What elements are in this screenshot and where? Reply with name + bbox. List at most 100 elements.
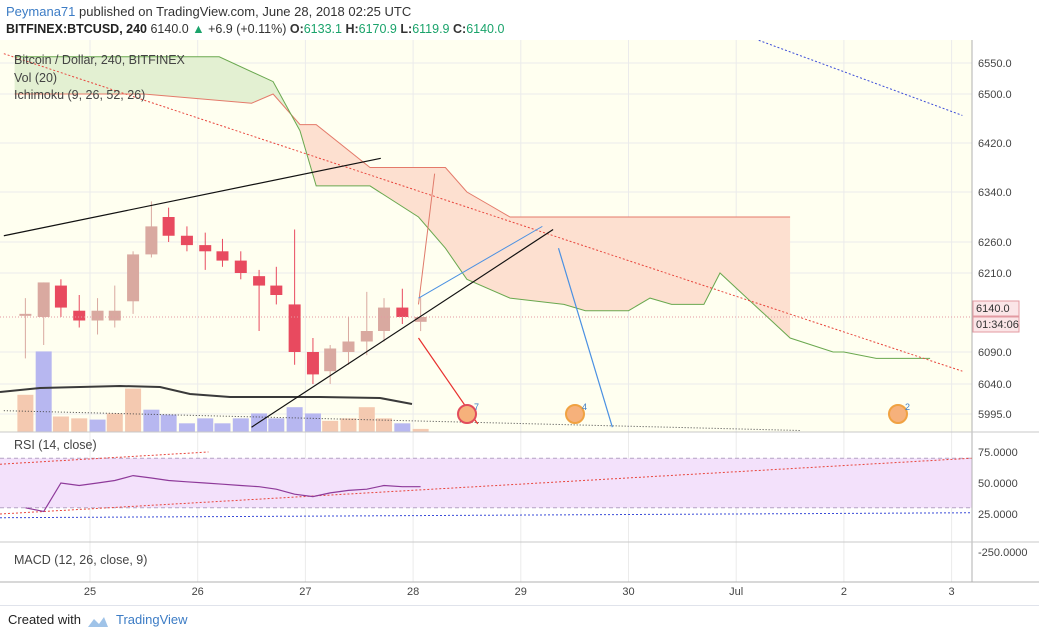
x-tick-label: Jul <box>729 586 743 598</box>
volume-bar <box>214 423 231 432</box>
candle-body <box>127 254 140 302</box>
rsi-tick-label: 75.0000 <box>978 447 1018 459</box>
candle-body <box>288 304 301 352</box>
up-arrow-icon: ▲ <box>192 22 205 36</box>
volume-bar <box>394 423 411 432</box>
arrow-up-projection <box>417 173 436 305</box>
low-value: 6119.9 <box>412 22 450 36</box>
y-tick-label: 6550.0 <box>978 58 1012 70</box>
volume-bar <box>268 418 285 432</box>
event-badge-2: 4 <box>582 402 587 412</box>
volume-bars <box>0 351 429 432</box>
candle-body <box>145 226 158 255</box>
symbol-line: BITFINEX:BTCUSD, 240 6140.0 ▲ +6.9 (+0.1… <box>6 22 504 36</box>
volume-bar <box>197 418 214 432</box>
chart-area[interactable]: 25 26 27 28 29 30 Jul 2 3 6550.0 6500.0 6420.0 6340.… <box>0 31 1039 605</box>
black-dotted-support <box>3 410 801 431</box>
axes: 25 26 27 28 29 30 Jul 2 36550.06500.06420.06340.… <box>0 40 1039 598</box>
x-tick-label: 3 <box>949 586 955 598</box>
rsi-tick-label: 25.0000 <box>978 509 1018 521</box>
volume-bar <box>412 428 429 432</box>
footer: Created with TradingView <box>0 605 1039 636</box>
rsi-tick-label: 50.0000 <box>978 478 1018 490</box>
y-tick-label: 6340.0 <box>978 187 1012 199</box>
event-flag-icon[interactable]: 7 <box>457 402 479 424</box>
author-link[interactable]: Peymana71 <box>6 4 76 19</box>
countdown-badge: 01:34:06 <box>976 319 1019 331</box>
senkou-b-line <box>14 56 931 359</box>
candle-body <box>396 307 409 317</box>
y-tick-label: 6090.0 <box>978 347 1012 359</box>
candle-body <box>234 260 247 273</box>
y-tick-label: 6500.0 <box>978 89 1012 101</box>
price-badge-bg <box>972 300 1020 317</box>
volume-bar <box>106 413 123 432</box>
y-tick-label: 6260.0 <box>978 237 1012 249</box>
y-tick-label: 5995.0 <box>978 409 1012 421</box>
senkou-a-line <box>14 93 791 218</box>
published-text: published on TradingView.com, June 28, 2… <box>79 4 412 19</box>
open-value: 6133.1 <box>303 22 342 36</box>
volume-bar <box>340 418 357 432</box>
candle-body <box>37 282 50 317</box>
high-value: 6170.9 <box>358 22 397 36</box>
legend-ichimoku: Ichimoku (9, 26, 52, 26) <box>14 88 145 102</box>
volume-bar <box>376 418 393 432</box>
created-with-label: Created with <box>8 612 81 627</box>
x-tick-label: 26 <box>192 586 204 598</box>
last-price: 6140.0 <box>150 22 189 36</box>
macd-tick-label: -250.0000 <box>978 547 1028 559</box>
volume-bar <box>286 407 303 432</box>
arrow-blue-projection <box>418 225 543 299</box>
price-change: +6.9 (+0.11%) <box>208 22 287 36</box>
volume-bar <box>143 409 160 432</box>
candle-body <box>414 317 427 322</box>
rsi-indicator <box>0 451 973 519</box>
x-tick-label: 29 <box>515 586 527 598</box>
black-resistance-line <box>3 157 381 237</box>
event-badge-3: 2 <box>905 402 910 412</box>
candle-body <box>342 341 355 352</box>
volume-bar <box>52 416 69 432</box>
legend-main: Bitcoin / Dollar, 240, BITFINEX <box>14 53 186 67</box>
candle-body <box>324 348 337 372</box>
x-tick-label: 30 <box>622 586 634 598</box>
symbol-label: BITFINEX:BTCUSD, 240 <box>6 22 147 36</box>
candle-body <box>91 310 104 321</box>
legend-rsi: RSI (14, close) <box>14 438 97 452</box>
candle-body <box>162 217 175 236</box>
event-badge-1: 7 <box>474 402 479 412</box>
x-tick-label: 27 <box>299 586 311 598</box>
chart-header: Peymana71 published on TradingView.com, … <box>0 0 1039 40</box>
candle-body <box>253 276 266 286</box>
blue-dotted-trendline <box>736 31 963 116</box>
high-label: H: <box>345 22 359 36</box>
candle-body <box>108 310 121 321</box>
volume-bar <box>322 420 339 432</box>
y-tick-label: 6210.0 <box>978 268 1012 280</box>
rsi-red-trendline <box>0 451 209 465</box>
publish-line: Peymana71 published on TradingView.com, … <box>6 4 411 19</box>
candle-body <box>180 235 193 246</box>
volume-ma-line <box>0 384 413 405</box>
close-label: C: <box>452 22 467 36</box>
candle-body <box>199 245 212 252</box>
volume-bar <box>160 414 177 432</box>
candle-body <box>360 331 373 342</box>
event-flag-icon[interactable]: 2 <box>888 402 910 424</box>
macd-pane-bg <box>0 542 972 582</box>
volume-bar <box>89 419 106 432</box>
price-badge: 6140.0 <box>976 303 1010 315</box>
tradingview-link[interactable]: TradingView <box>116 612 188 627</box>
legend-volume: Vol (20) <box>14 71 57 85</box>
event-flag-icon[interactable]: 4 <box>565 402 587 424</box>
x-tick-label: 25 <box>84 586 96 598</box>
volume-bar <box>304 413 321 432</box>
arrow-blue-drop <box>557 248 613 428</box>
volume-bar <box>17 394 34 432</box>
red-dotted-trendline <box>3 53 963 372</box>
open-label: O: <box>289 22 304 36</box>
price-chart[interactable]: 25 26 27 28 29 30 Jul 2 36550.06500.06420.06340.… <box>0 31 1039 605</box>
low-label: L: <box>400 22 413 36</box>
volume-bar <box>178 423 195 432</box>
